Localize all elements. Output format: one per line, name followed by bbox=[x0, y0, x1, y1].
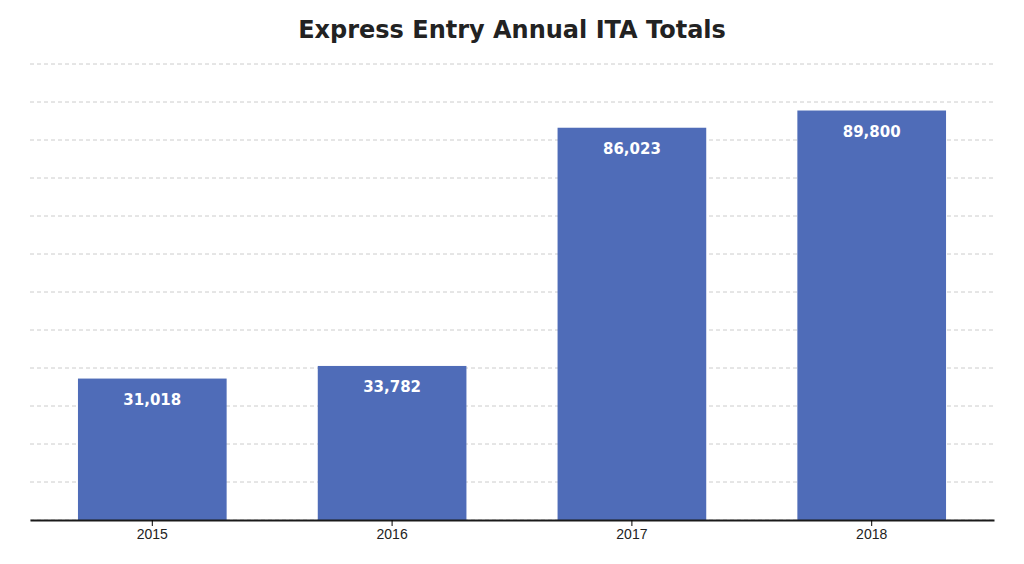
data-label: 86,023 bbox=[603, 140, 661, 158]
grid-line bbox=[30, 102, 994, 103]
grid-line bbox=[30, 64, 994, 65]
x-tick-label: 2018 bbox=[856, 526, 887, 542]
plot: 2015 2016 2017 2018 31,018 33,782 86,023 89,800 bbox=[30, 64, 995, 542]
title: Express Entry Annual ITA Totals bbox=[298, 16, 726, 44]
data-label: 89,800 bbox=[843, 123, 901, 141]
bar bbox=[558, 128, 707, 520]
grid-line bbox=[30, 520, 994, 521]
data-label: 33,782 bbox=[363, 378, 421, 396]
bar bbox=[78, 379, 227, 520]
x-tick: 2017 bbox=[616, 520, 647, 542]
x-axis: 2015 2016 2017 2018 bbox=[31, 520, 995, 542]
bars bbox=[78, 111, 946, 520]
x-tick: 2015 bbox=[137, 520, 168, 542]
grid bbox=[30, 64, 994, 520]
data-labels: 31,018 33,782 86,023 89,800 bbox=[123, 123, 900, 409]
bar bbox=[797, 111, 946, 520]
bar bbox=[318, 366, 467, 520]
chart: Express Entry Annual ITA Totals201520162… bbox=[0, 0, 1024, 564]
data-label: 31,018 bbox=[123, 391, 181, 409]
x-tick-label: 2015 bbox=[137, 526, 168, 542]
x-tick: 2018 bbox=[856, 520, 887, 542]
x-tick-label: 2016 bbox=[377, 526, 408, 542]
x-tick-label: 2017 bbox=[616, 526, 647, 542]
x-axis-line bbox=[31, 520, 995, 522]
x-tick: 2016 bbox=[377, 520, 408, 542]
